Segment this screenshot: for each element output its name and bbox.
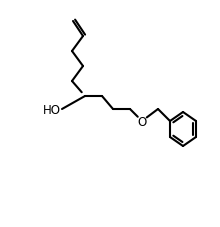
Text: O: O — [137, 115, 147, 128]
Text: HO: HO — [43, 103, 61, 116]
